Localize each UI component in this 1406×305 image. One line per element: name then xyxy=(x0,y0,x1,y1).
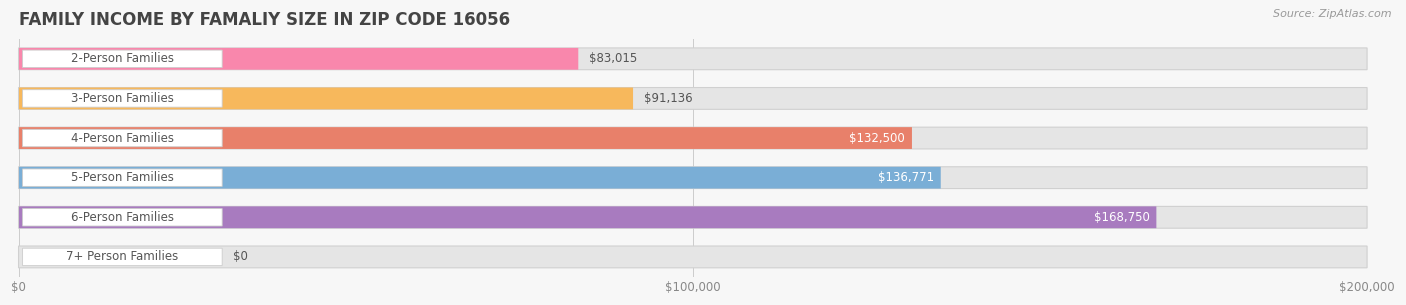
FancyBboxPatch shape xyxy=(18,48,578,70)
Text: 5-Person Families: 5-Person Families xyxy=(70,171,174,184)
Text: 7+ Person Families: 7+ Person Families xyxy=(66,250,179,264)
FancyBboxPatch shape xyxy=(18,127,1367,149)
FancyBboxPatch shape xyxy=(18,246,1367,268)
FancyBboxPatch shape xyxy=(22,90,222,107)
FancyBboxPatch shape xyxy=(18,206,1156,228)
Text: 4-Person Families: 4-Person Families xyxy=(70,131,174,145)
Text: $83,015: $83,015 xyxy=(589,52,637,65)
Text: 2-Person Families: 2-Person Families xyxy=(70,52,174,65)
Text: Source: ZipAtlas.com: Source: ZipAtlas.com xyxy=(1274,9,1392,19)
FancyBboxPatch shape xyxy=(18,88,1367,109)
Text: FAMILY INCOME BY FAMALIY SIZE IN ZIP CODE 16056: FAMILY INCOME BY FAMALIY SIZE IN ZIP COD… xyxy=(18,11,509,29)
Text: $0: $0 xyxy=(233,250,247,264)
FancyBboxPatch shape xyxy=(22,50,222,67)
Text: $168,750: $168,750 xyxy=(1094,211,1150,224)
Text: $136,771: $136,771 xyxy=(877,171,934,184)
FancyBboxPatch shape xyxy=(18,167,941,188)
FancyBboxPatch shape xyxy=(18,127,912,149)
FancyBboxPatch shape xyxy=(22,169,222,186)
FancyBboxPatch shape xyxy=(18,48,1367,70)
FancyBboxPatch shape xyxy=(18,167,1367,188)
Text: 6-Person Families: 6-Person Families xyxy=(70,211,174,224)
FancyBboxPatch shape xyxy=(18,88,633,109)
Text: 3-Person Families: 3-Person Families xyxy=(70,92,174,105)
FancyBboxPatch shape xyxy=(22,129,222,147)
FancyBboxPatch shape xyxy=(18,206,1367,228)
FancyBboxPatch shape xyxy=(22,209,222,226)
Text: $91,136: $91,136 xyxy=(644,92,693,105)
FancyBboxPatch shape xyxy=(22,248,222,266)
Text: $132,500: $132,500 xyxy=(849,131,905,145)
